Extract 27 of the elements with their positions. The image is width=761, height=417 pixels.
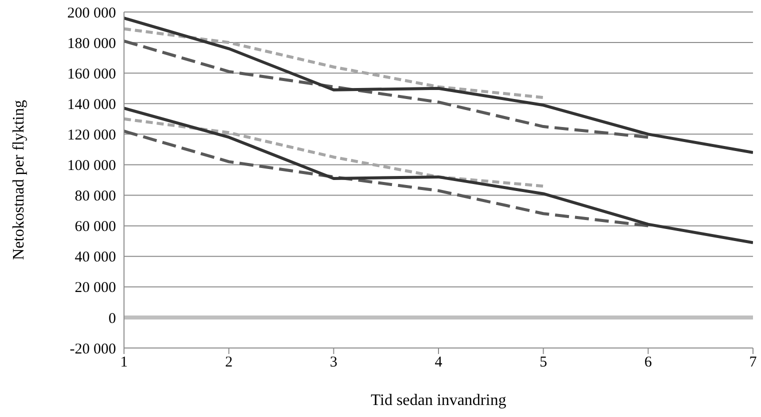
y-tick-label: 120 000 — [67, 128, 116, 144]
line-series — [124, 40, 650, 139]
line-series — [124, 27, 545, 100]
y-tick-label: 0 — [108, 310, 116, 327]
y-tick-label: 60 000 — [74, 219, 116, 236]
y-tick-label: 160 000 — [67, 66, 116, 82]
x-tick-label: 2 — [225, 354, 233, 371]
line-series — [124, 130, 650, 228]
line-series — [124, 106, 753, 244]
y-tick-label: 140 000 — [67, 96, 116, 113]
x-tick-label: 6 — [644, 354, 652, 371]
y-tick-label: -20 000 — [70, 341, 116, 358]
x-tick-label: 3 — [330, 354, 338, 371]
y-tick-label: 80 000 — [74, 188, 116, 205]
x-tick-label: 4 — [434, 354, 443, 371]
x-tick-label: 5 — [540, 354, 548, 371]
y-tick-label: 40 000 — [74, 250, 116, 266]
y-axis-title: Netokostnad per flykting — [10, 100, 28, 260]
y-tick-label: 20 000 — [74, 280, 116, 296]
y-tick-label: 200 000 — [67, 5, 116, 22]
x-tick-label: 1 — [120, 354, 128, 371]
line-series — [124, 16, 753, 154]
line-series — [124, 117, 545, 188]
x-axis-title: Tid sedan invandring — [370, 392, 506, 409]
x-tick-label: 7 — [749, 354, 758, 371]
y-tick-label: 100 000 — [67, 158, 116, 174]
y-tick-label: 180 000 — [67, 36, 116, 52]
